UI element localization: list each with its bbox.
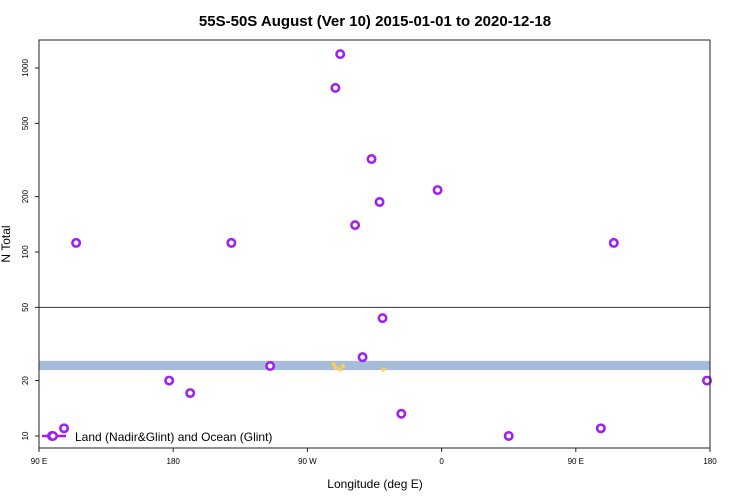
minor-mark: [331, 362, 336, 367]
x-axis-label: Longitude (deg E): [327, 477, 422, 491]
minor-mark: [333, 365, 338, 370]
legend-label: Land (Nadir&Glint) and Ocean (Glint): [75, 430, 272, 444]
x-tick-label: 90 E: [568, 457, 584, 466]
data-point: [357, 352, 368, 363]
data-point: [350, 220, 361, 231]
data-point: [595, 423, 606, 434]
plot-frame: [38, 39, 711, 449]
data-point: [335, 49, 346, 60]
y-tick-label: 20: [21, 376, 30, 385]
x-tick-label: 90 E: [31, 457, 47, 466]
data-point: [396, 408, 407, 419]
x-tick-label: 180: [167, 457, 181, 466]
data-point: [702, 375, 713, 386]
minor-mark: [340, 363, 346, 369]
data-point: [374, 196, 385, 207]
data-point: [503, 430, 514, 441]
data-point: [71, 237, 82, 248]
minor-mark: [338, 367, 343, 372]
data-point: [377, 313, 388, 324]
data-point: [432, 185, 443, 196]
y-tick-label: 100: [21, 245, 30, 259]
data-point: [185, 388, 196, 399]
y-tick-label: 500: [21, 116, 30, 130]
data-point: [226, 237, 237, 248]
y-tick-label: 1000: [21, 59, 30, 77]
data-point: [366, 154, 377, 165]
legend: Land (Nadir&Glint) and Ocean (Glint): [42, 430, 272, 444]
y-tick-label: 200: [21, 189, 30, 203]
chart-title: 55S-50S August (Ver 10) 2015-01-01 to 20…: [199, 13, 551, 30]
y-axis-label: N Total: [0, 225, 13, 262]
data-point: [608, 237, 619, 248]
data-point: [330, 82, 341, 93]
data-point: [59, 423, 70, 434]
data-point: [265, 361, 276, 372]
minor-mark: [381, 367, 386, 372]
band: [39, 360, 710, 371]
legend-marker: [47, 430, 58, 441]
x-tick-label: 0: [439, 457, 444, 466]
x-tick-label: 90 W: [298, 457, 317, 466]
x-tick-label: 180: [703, 457, 717, 466]
data-point: [164, 375, 175, 386]
plot-area: [39, 49, 713, 441]
y-tick-label: 50: [21, 302, 30, 311]
y-tick-label: 10: [21, 431, 30, 440]
